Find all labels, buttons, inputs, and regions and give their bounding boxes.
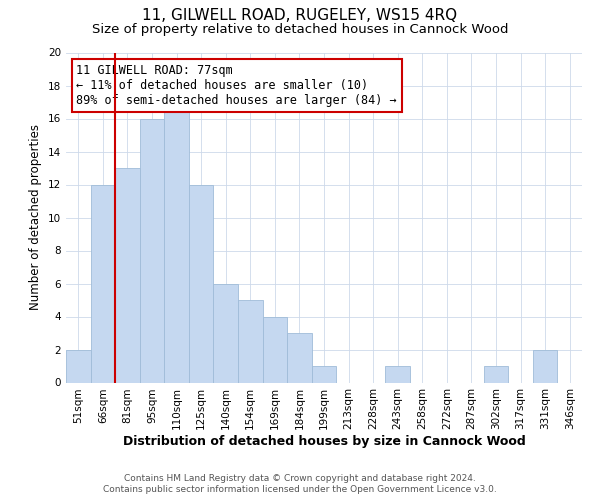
- Y-axis label: Number of detached properties: Number of detached properties: [29, 124, 43, 310]
- Bar: [287, 333, 312, 382]
- Text: Contains HM Land Registry data © Crown copyright and database right 2024.
Contai: Contains HM Land Registry data © Crown c…: [103, 474, 497, 494]
- Bar: [484, 366, 508, 382]
- Bar: [385, 366, 410, 382]
- Bar: [91, 184, 115, 382]
- Bar: [263, 316, 287, 382]
- Bar: [66, 350, 91, 382]
- Text: Size of property relative to detached houses in Cannock Wood: Size of property relative to detached ho…: [92, 22, 508, 36]
- Bar: [533, 350, 557, 382]
- Bar: [312, 366, 336, 382]
- Text: 11, GILWELL ROAD, RUGELEY, WS15 4RQ: 11, GILWELL ROAD, RUGELEY, WS15 4RQ: [142, 8, 458, 22]
- Bar: [214, 284, 238, 382]
- Bar: [140, 118, 164, 382]
- Bar: [189, 184, 214, 382]
- X-axis label: Distribution of detached houses by size in Cannock Wood: Distribution of detached houses by size …: [122, 435, 526, 448]
- Bar: [238, 300, 263, 382]
- Text: 11 GILWELL ROAD: 77sqm
← 11% of detached houses are smaller (10)
89% of semi-det: 11 GILWELL ROAD: 77sqm ← 11% of detached…: [76, 64, 397, 107]
- Bar: [164, 102, 189, 382]
- Bar: [115, 168, 140, 382]
